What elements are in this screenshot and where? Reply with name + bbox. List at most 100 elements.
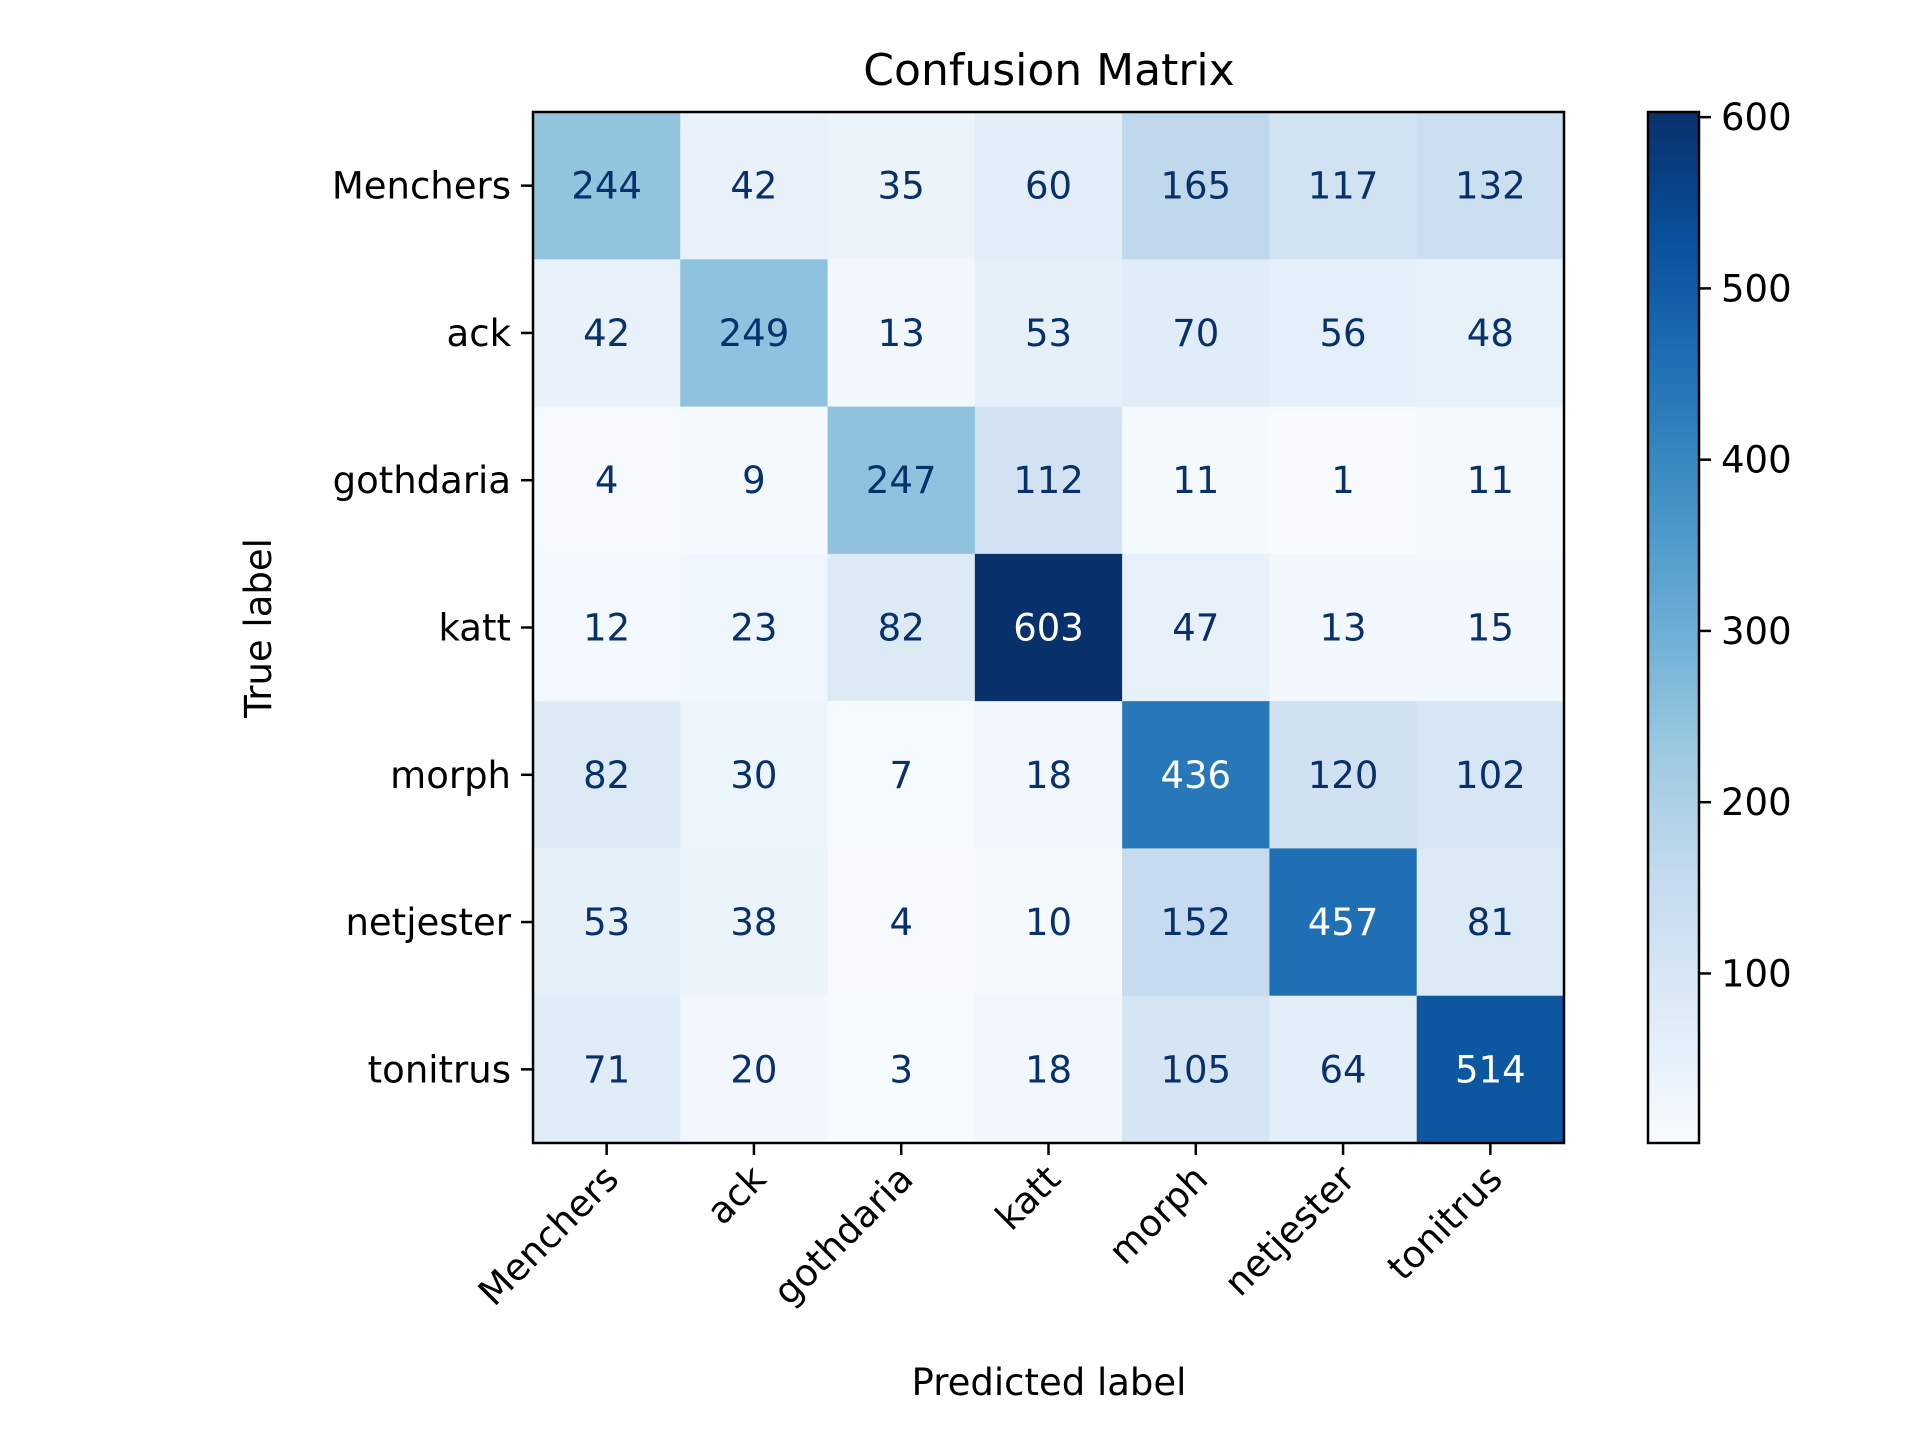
- cell-value-label: 11: [1467, 459, 1514, 502]
- matrix-cell: [974, 112, 1123, 260]
- matrix-cell: [533, 701, 681, 849]
- matrix-cell: [680, 701, 829, 849]
- cell-value-label: 244: [571, 165, 642, 208]
- matrix-cell: [1269, 406, 1418, 555]
- matrix-cell: [680, 553, 829, 702]
- matrix-cell: [533, 995, 681, 1144]
- cell-value-label: 165: [1160, 165, 1231, 208]
- cell-value-label: 247: [866, 459, 937, 502]
- cell-value-label: 18: [1025, 1048, 1072, 1091]
- matrix-cell: [680, 995, 829, 1144]
- matrix-cell: [533, 406, 681, 555]
- matrix-cell: [974, 848, 1123, 997]
- matrix-cell: [680, 406, 829, 555]
- cell-value-label: 30: [730, 754, 777, 797]
- matrix-cell: [1416, 701, 1565, 849]
- colorbar: [1646, 110, 1701, 1145]
- cell-value-label: 42: [730, 165, 777, 208]
- colorbar-tick-label: 500: [1721, 267, 1792, 310]
- matrix-cell: [1416, 995, 1565, 1144]
- cell-value-label: 18: [1025, 754, 1072, 797]
- cell-value-label: 514: [1455, 1048, 1526, 1091]
- cell-value-label: 82: [583, 754, 630, 797]
- x-axis-label: Predicted label: [912, 1361, 1187, 1404]
- cell-value-label: 15: [1467, 607, 1514, 650]
- matrix-cell: [1122, 259, 1270, 408]
- cell-value-label: 35: [878, 165, 925, 208]
- matrix-cell: [974, 995, 1123, 1144]
- matrix-cell: [1269, 995, 1418, 1144]
- matrix-cell: [1416, 259, 1565, 408]
- matrix-cell: [1416, 112, 1565, 260]
- matrix-cell: [1122, 701, 1270, 849]
- cell-value-label: 457: [1308, 901, 1379, 944]
- cell-value-label: 11: [1172, 459, 1219, 502]
- y-tick-label: ack: [447, 312, 512, 355]
- cell-value-label: 53: [1025, 312, 1072, 355]
- cell-value-label: 152: [1160, 901, 1231, 944]
- matrix-cell: [827, 701, 976, 849]
- cell-value-label: 48: [1467, 312, 1514, 355]
- matrix-cell: [1269, 259, 1418, 408]
- cell-value-label: 117: [1308, 165, 1379, 208]
- cell-value-label: 1: [1331, 459, 1355, 502]
- y-tick-label: morph: [390, 754, 511, 797]
- matrix-cell: [974, 406, 1123, 555]
- cell-value-label: 23: [730, 607, 777, 650]
- colorbar-tick-label: 600: [1721, 96, 1792, 139]
- cell-value-label: 249: [719, 312, 790, 355]
- cell-value-label: 60: [1025, 165, 1072, 208]
- y-tick-label: tonitrus: [368, 1048, 511, 1091]
- matrix-cell: [974, 259, 1123, 408]
- colorbar-tick-label: 300: [1721, 610, 1792, 653]
- cell-value-label: 4: [595, 459, 619, 502]
- matrix-cell: [1269, 553, 1418, 702]
- cell-value-label: 13: [1320, 607, 1367, 650]
- cell-value-label: 38: [730, 901, 777, 944]
- cell-value-label: 81: [1467, 901, 1514, 944]
- cell-value-label: 13: [878, 312, 925, 355]
- matrix-cell: [974, 553, 1123, 702]
- cell-value-label: 53: [583, 901, 630, 944]
- matrix-cell: [533, 848, 681, 997]
- cell-value-label: 12: [583, 607, 630, 650]
- cell-value-label: 71: [583, 1048, 630, 1091]
- matrix-cell: [533, 259, 681, 408]
- cell-value-label: 603: [1013, 607, 1084, 650]
- matrix-cell: [680, 112, 829, 260]
- matrix-cell: [1416, 553, 1565, 702]
- cell-value-label: 102: [1455, 754, 1526, 797]
- colorbar-tick-label: 200: [1721, 781, 1792, 824]
- matrix-cell: [680, 259, 829, 408]
- matrix-cell: [827, 553, 976, 702]
- y-tick-label: Menchers: [332, 165, 511, 208]
- cell-value-label: 82: [878, 607, 925, 650]
- matrix-cell: [680, 848, 829, 997]
- colorbar-tick-label: 400: [1721, 439, 1792, 482]
- matrix-cell: [827, 995, 976, 1144]
- matrix-cell: [1269, 848, 1418, 997]
- y-tick-label: katt: [439, 607, 511, 650]
- matrix-cell: [1122, 406, 1270, 555]
- cell-value-label: 9: [742, 459, 766, 502]
- cell-value-label: 42: [583, 312, 630, 355]
- cell-value-label: 56: [1320, 312, 1367, 355]
- matrix-cell: [1122, 112, 1270, 260]
- cell-value-label: 10: [1025, 901, 1072, 944]
- matrix-cell: [533, 112, 681, 260]
- matrix-cell: [1416, 406, 1565, 555]
- cell-value-label: 70: [1172, 312, 1219, 355]
- matrix-cell: [1416, 848, 1565, 997]
- matrix-cell: [974, 701, 1123, 849]
- cell-value-label: 4: [889, 901, 913, 944]
- y-axis-ticks: Menchers ack gothdaria katt morph netjester to…: [332, 165, 533, 1091]
- matrix-cell: [1122, 995, 1270, 1144]
- cell-value-label: 3: [889, 1048, 913, 1091]
- cell-value-label: 20: [730, 1048, 777, 1091]
- cell-value-label: 112: [1013, 459, 1084, 502]
- matrix-cell: [827, 406, 976, 555]
- matrix-cell: [827, 112, 976, 260]
- cell-value-label: 132: [1455, 165, 1526, 208]
- y-axis-label: True label: [237, 538, 280, 719]
- cell-value-label: 64: [1320, 1048, 1367, 1091]
